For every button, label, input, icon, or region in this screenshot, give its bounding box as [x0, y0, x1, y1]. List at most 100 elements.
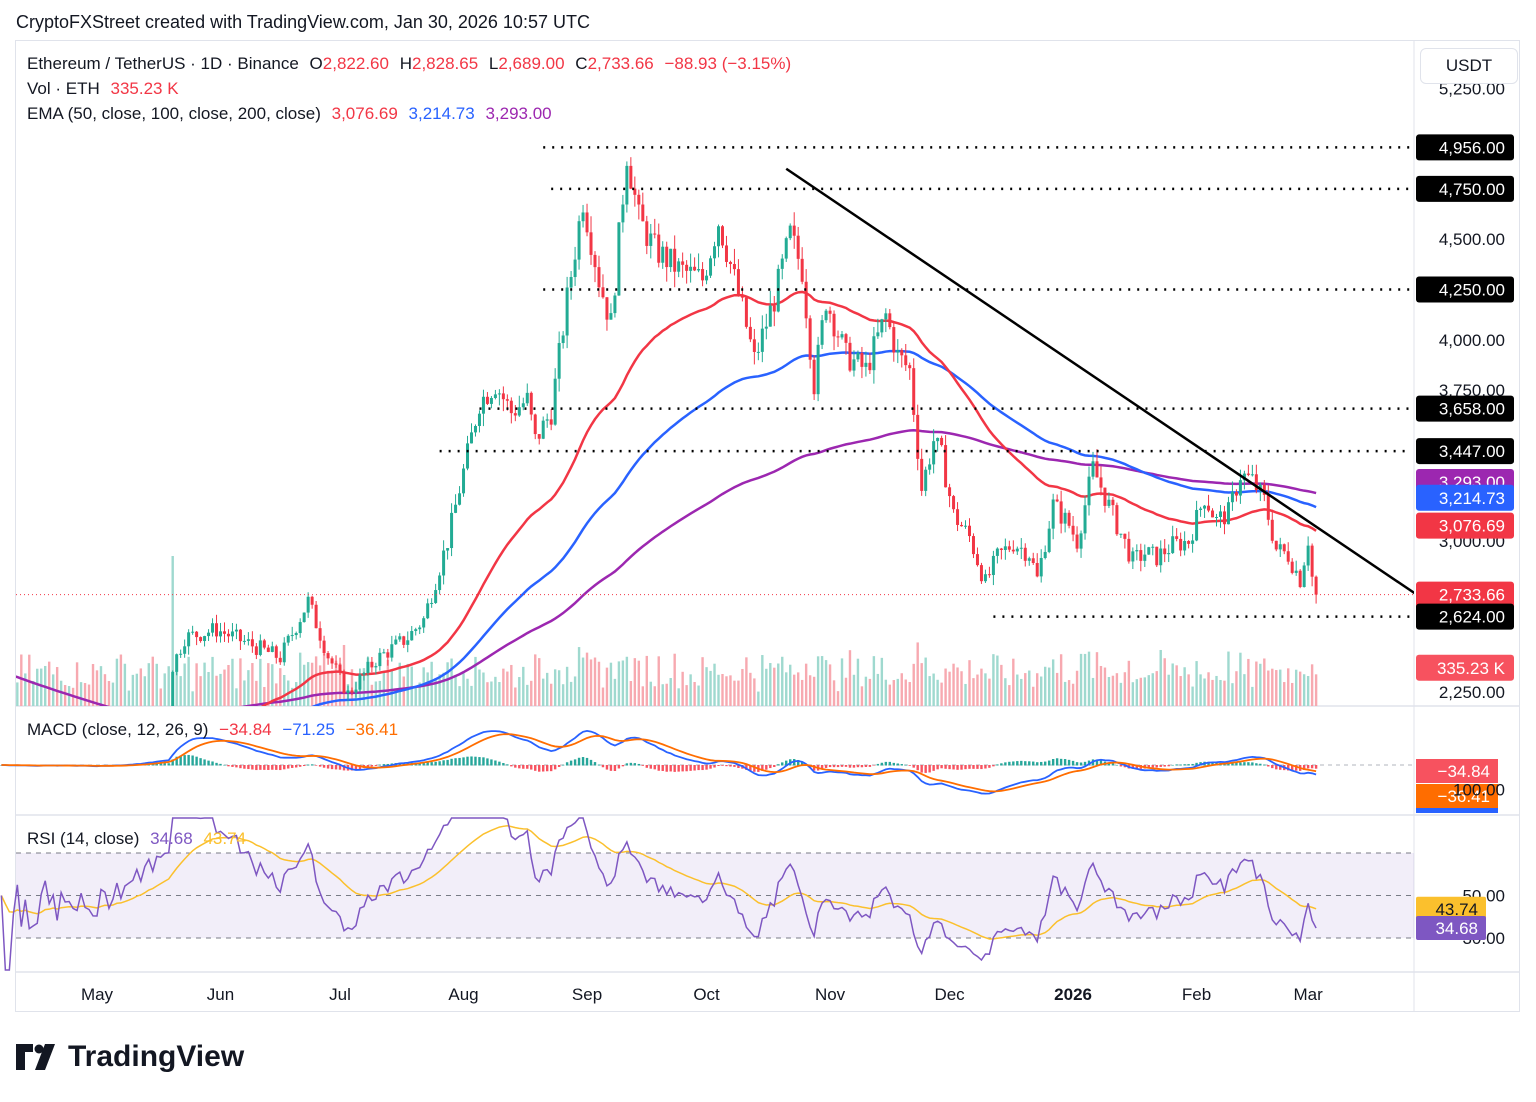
volume-bar — [450, 658, 453, 706]
volume-bar — [888, 684, 892, 706]
macd-histogram-bar — [279, 765, 282, 771]
candle-body — [1183, 540, 1187, 551]
candle-body — [784, 238, 788, 259]
candle-body — [517, 407, 521, 416]
candle-body — [1039, 557, 1043, 577]
candle-body — [549, 419, 553, 425]
macd-histogram-bar — [968, 765, 971, 769]
macd-histogram-bar — [518, 765, 521, 769]
candle-body — [724, 245, 728, 262]
main-pane — [16, 146, 1414, 829]
candle-body — [880, 319, 884, 333]
price-axis-label-bg — [1416, 603, 1514, 630]
candle-body — [908, 365, 912, 369]
candle-body — [1230, 492, 1234, 503]
volume-bar — [1091, 677, 1095, 706]
tradingview-logo-icon — [16, 1044, 55, 1070]
macd-histogram-bar — [191, 755, 194, 766]
volume-bar — [247, 670, 250, 706]
macd-histogram-bar — [530, 765, 533, 770]
price-axis-label: 3,658.00 — [1439, 400, 1505, 419]
candle-body — [1270, 519, 1274, 541]
legend-macd-label: MACD (close, 12, 26, 9) — [27, 720, 209, 739]
macd-histogram-bar — [988, 765, 991, 768]
candle-body — [123, 818, 126, 824]
legend-rsi-label: RSI (14, close) — [27, 829, 140, 848]
candle-body — [768, 305, 772, 327]
candle-body — [637, 194, 641, 205]
candle-body — [159, 790, 162, 791]
volume-bar — [486, 682, 489, 706]
volume-bar — [426, 672, 429, 706]
candle-body — [84, 820, 87, 826]
candle-body — [99, 820, 102, 829]
volume-bar — [1107, 677, 1111, 706]
candle-body — [860, 352, 864, 367]
macd-histogram-bar — [1167, 765, 1170, 767]
macd-histogram-bar — [1155, 765, 1158, 768]
candle-body — [999, 548, 1003, 550]
macd-histogram-bar — [733, 765, 736, 767]
macd-histogram-bar — [283, 765, 286, 770]
candle-body — [1222, 511, 1226, 525]
price-axis-label: 4,250.00 — [1439, 280, 1505, 299]
macd-histogram-bar — [800, 761, 804, 766]
volume-bar — [621, 660, 625, 706]
candle-body — [509, 400, 513, 414]
volume-bar — [789, 664, 792, 706]
candle-body — [195, 631, 199, 638]
ema50-line — [260, 290, 1317, 706]
volume-bar — [553, 669, 557, 706]
volume-bar — [16, 682, 19, 706]
candle-body — [322, 640, 326, 654]
volume-bar — [832, 680, 836, 706]
candle-body — [1282, 544, 1286, 552]
candle-body — [442, 550, 446, 576]
volume-bar — [673, 653, 676, 706]
volume-bar — [705, 667, 708, 706]
candle-body — [995, 548, 999, 556]
macd-histogram-bar — [621, 765, 625, 767]
legend-ema: EMA (50, close, 100, close, 200, close) … — [27, 104, 558, 124]
volume-bar — [211, 656, 214, 706]
candle-body — [406, 640, 410, 645]
candle-body — [1075, 534, 1079, 549]
legend-l-label: L — [488, 54, 499, 73]
volume-bar — [685, 685, 688, 706]
volume-bar — [306, 662, 310, 706]
macd-histogram-bar — [1135, 765, 1139, 769]
volume-bar — [896, 678, 899, 706]
candle-body — [458, 493, 462, 505]
candle-body — [466, 443, 470, 469]
volume-bar — [1283, 682, 1286, 706]
macd-histogram-bar — [1259, 763, 1262, 766]
macd-histogram-bar — [326, 765, 330, 769]
candle-body — [697, 269, 701, 271]
candle-body — [330, 658, 334, 664]
candle-body — [864, 362, 868, 367]
volume-bar — [1255, 661, 1258, 706]
candle-body — [414, 629, 418, 632]
price-axis-label: 3,214.73 — [1439, 489, 1505, 508]
macd-histogram-bar — [1239, 762, 1242, 766]
volume-bar — [601, 687, 605, 706]
macd-histogram-bar — [386, 763, 390, 766]
volume-bar — [434, 677, 437, 706]
candle-body — [68, 822, 71, 823]
currency-unit-button[interactable]: USDT — [1420, 48, 1518, 84]
candle-body — [1262, 484, 1266, 495]
volume-bar — [645, 655, 648, 706]
volume-bar — [657, 656, 660, 706]
macd-histogram-bar — [856, 765, 860, 768]
volume-bar — [175, 659, 178, 706]
candle-body — [318, 628, 322, 641]
volume-bar — [641, 686, 645, 706]
volume-bar — [769, 663, 772, 706]
volume-bar — [195, 663, 198, 706]
time-axis-label: Aug — [448, 985, 478, 1004]
candle-body — [601, 287, 605, 298]
candle-body — [796, 235, 800, 259]
volume-bar — [1215, 675, 1218, 706]
candle-body — [80, 820, 83, 826]
